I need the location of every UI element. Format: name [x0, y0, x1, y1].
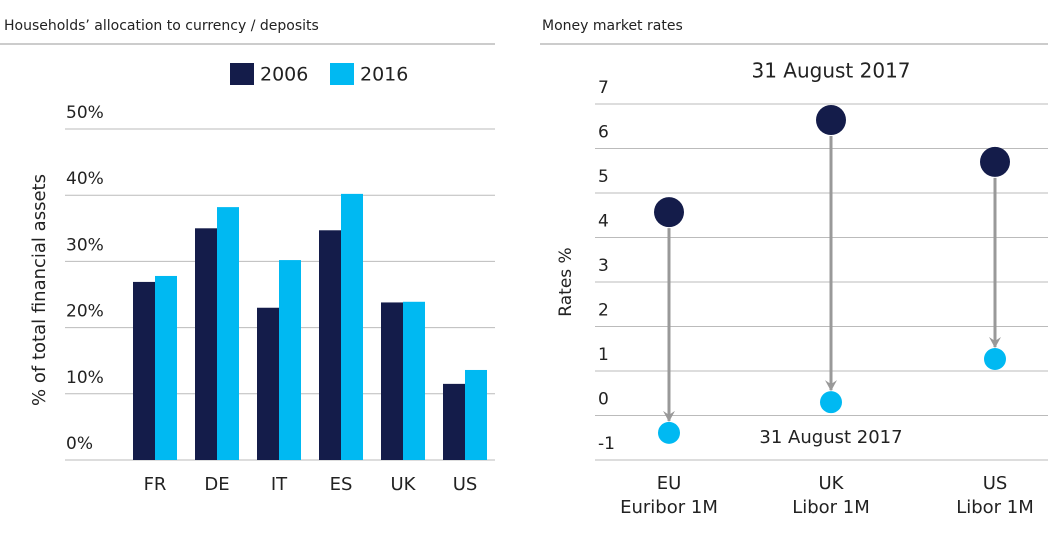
legend-label: 2006	[260, 64, 308, 86]
y-tick-label: 2	[598, 301, 609, 321]
x-tick-label: UK	[391, 474, 417, 495]
y-tick-label: 50%	[66, 103, 104, 123]
y-tick-label: 5	[598, 167, 609, 187]
x-tick-label: Euribor 1M	[620, 497, 718, 518]
y-tick-label: -1	[598, 434, 615, 454]
x-tick-label: US	[453, 474, 478, 495]
y-tick-label: 4	[598, 212, 609, 232]
y-axis-label: Rates %	[556, 247, 576, 316]
y-tick-label: 6	[598, 123, 609, 143]
bar	[465, 369, 487, 460]
start-point	[980, 146, 1010, 177]
x-tick-label: ES	[330, 474, 353, 495]
end-point	[820, 391, 842, 414]
y-tick-label: 3	[598, 256, 609, 276]
y-tick-label: 7	[598, 78, 609, 98]
x-tick-label: Libor 1M	[792, 497, 870, 518]
y-tick-label: 0%	[66, 434, 93, 454]
annotation: 31 August 2017	[751, 59, 910, 83]
bar	[443, 383, 465, 460]
legend-swatch	[330, 63, 354, 85]
x-tick-label: IT	[271, 474, 288, 495]
bar	[403, 301, 425, 460]
x-tick-label: EU	[657, 473, 682, 494]
chart-title: Money market rates	[542, 18, 683, 34]
y-tick-label: 10%	[66, 368, 104, 388]
bar	[341, 193, 363, 460]
bar	[319, 230, 341, 460]
x-tick-label: UK	[819, 473, 845, 494]
bar	[279, 260, 301, 460]
end-point	[984, 347, 1006, 370]
y-tick-label: 1	[598, 345, 609, 365]
x-tick-label: DE	[204, 474, 229, 495]
chart-title: Households’ allocation to currency / dep…	[4, 18, 319, 34]
legend-swatch	[230, 63, 254, 85]
end-point	[658, 421, 680, 444]
bar	[155, 275, 177, 460]
bar	[381, 302, 403, 460]
y-tick-label: 0	[598, 390, 609, 410]
start-point	[654, 197, 684, 228]
x-tick-label: Libor 1M	[956, 497, 1034, 518]
bar	[217, 207, 239, 460]
bar	[257, 307, 279, 460]
legend-label: 2016	[360, 64, 408, 86]
x-tick-label: FR	[144, 474, 167, 495]
y-tick-label: 40%	[66, 169, 104, 189]
bar	[195, 228, 217, 460]
bar	[133, 281, 155, 460]
y-axis-label: % of total financial assets	[29, 174, 50, 406]
x-tick-label: US	[983, 473, 1008, 494]
annotation: 31 August 2017	[759, 427, 902, 448]
y-tick-label: 20%	[66, 302, 104, 322]
y-tick-label: 30%	[66, 235, 104, 255]
start-point	[816, 105, 846, 136]
